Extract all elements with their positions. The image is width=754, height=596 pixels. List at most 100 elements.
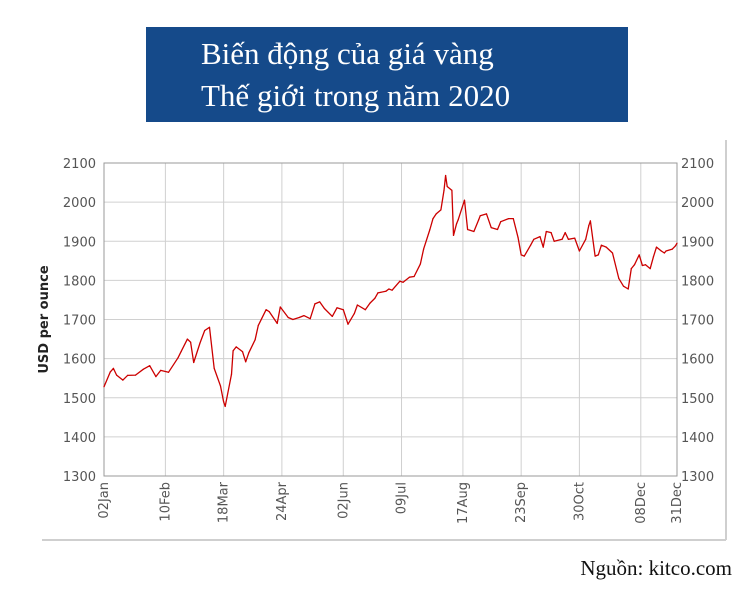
chart-title-line-2: Thế giới trong năm 2020 xyxy=(201,78,511,113)
gold-price-point xyxy=(508,218,510,220)
gold-price-point xyxy=(413,275,415,278)
gold-price-point xyxy=(638,254,640,256)
gold-price-point xyxy=(167,371,170,373)
y-tick-label-right: 1900 xyxy=(681,235,714,250)
gold-price-point xyxy=(122,379,124,381)
gold-price-point xyxy=(265,309,267,311)
x-tick-label: 08Dec xyxy=(634,482,649,524)
gold-price-point xyxy=(435,213,437,215)
gold-price-point xyxy=(219,385,222,387)
gold-price-point xyxy=(496,228,499,231)
gold-price-point xyxy=(142,368,144,370)
gold-price-point xyxy=(605,246,607,248)
gold-price-point xyxy=(342,309,344,311)
gold-price-point xyxy=(618,277,620,279)
x-tick-label: 31Dec xyxy=(670,482,685,524)
gold-price-point xyxy=(463,199,466,201)
gold-price-point xyxy=(561,238,563,240)
gold-price-point xyxy=(213,367,215,369)
gold-price-point xyxy=(589,220,592,222)
gold-price-point xyxy=(652,256,655,258)
x-tick-label: 30Oct xyxy=(572,482,587,521)
y-tick-label-right: 2000 xyxy=(681,196,714,211)
gold-price-point xyxy=(287,316,289,319)
y-tick-label-right: 1300 xyxy=(681,470,714,485)
gold-price-point xyxy=(408,276,410,278)
y-tick-label-right: 1700 xyxy=(681,314,714,329)
gold-price-point xyxy=(533,238,535,240)
gold-price-point xyxy=(456,223,458,225)
gold-price-point xyxy=(665,250,667,252)
gold-price-point xyxy=(671,248,673,250)
gold-price-point xyxy=(314,303,316,305)
gold-price-point xyxy=(663,252,666,254)
chart-title-line-1: Biến động của giá vàng xyxy=(201,36,494,71)
gold-price-point xyxy=(323,307,325,310)
gold-price-point xyxy=(331,315,333,317)
gold-price-point xyxy=(520,254,522,256)
y-tick-label-left: 1500 xyxy=(63,392,96,407)
gold-price-point xyxy=(177,357,179,359)
gold-price-point xyxy=(369,302,371,304)
gold-price-point xyxy=(245,361,247,363)
gold-price-point xyxy=(319,301,321,303)
gold-price-point xyxy=(419,263,421,265)
gold-price-point xyxy=(467,228,469,231)
gold-price-point xyxy=(248,352,250,354)
gold-price-point xyxy=(235,346,237,348)
gold-price-point xyxy=(674,245,677,247)
gold-price-point xyxy=(597,254,599,256)
gold-price-point xyxy=(588,225,590,227)
gold-price-point xyxy=(512,218,514,220)
gold-price-point xyxy=(385,290,387,292)
gold-price-point xyxy=(257,324,259,326)
gold-price-point xyxy=(627,288,629,290)
x-tick-label: 09Jul xyxy=(395,482,410,514)
x-tick-label: 24Apr xyxy=(275,481,290,521)
gold-price-point xyxy=(149,365,151,367)
gold-price-point xyxy=(232,350,234,352)
y-axis-label: USD per ounce xyxy=(37,265,52,373)
x-tick-label: 02Jan xyxy=(97,482,112,519)
gold-price-point xyxy=(356,304,358,306)
y-tick-label-right: 1500 xyxy=(681,392,714,407)
gold-price-point xyxy=(298,316,300,319)
gold-price-point xyxy=(303,315,305,317)
source-credit: Nguồn: kitco.com xyxy=(580,556,732,580)
gold-price-point xyxy=(374,297,376,299)
gold-price-chart: 1300 1300 1400 1400 1500 1500 1600 1600 1700 1700… xyxy=(0,130,754,550)
gold-price-point xyxy=(539,236,541,238)
gold-price-point xyxy=(423,248,425,250)
y-tick-label-left: 1600 xyxy=(63,353,96,368)
gold-price-point xyxy=(574,237,576,239)
gold-price-point xyxy=(479,215,481,217)
gold-price-point xyxy=(230,373,233,375)
gold-price-point xyxy=(109,371,111,373)
y-tick-label-left: 1800 xyxy=(63,274,96,289)
gold-price-point xyxy=(336,307,338,309)
gold-price-point xyxy=(223,401,225,403)
y-tick-label-right: 2100 xyxy=(681,157,714,172)
x-tick-label: 17Aug xyxy=(456,482,471,524)
gold-price-point xyxy=(429,228,431,231)
gold-price-point xyxy=(530,244,532,246)
gold-price-point xyxy=(478,219,480,221)
gold-price-point xyxy=(630,268,632,270)
gold-price-point xyxy=(440,209,442,211)
gold-price-point xyxy=(445,174,447,177)
y-tick-label-left: 1900 xyxy=(63,235,96,250)
gold-price-point xyxy=(388,288,390,290)
y-tick-label-right: 1800 xyxy=(681,274,714,289)
x-tick-label: 10Feb xyxy=(158,482,173,522)
gold-price-point xyxy=(204,329,206,332)
gold-price-point xyxy=(309,318,311,320)
gold-price-point xyxy=(180,351,182,353)
gold-price-point xyxy=(523,255,525,257)
chart-svg: 1300 1300 1400 1400 1500 1500 1600 1600 1700 1700… xyxy=(37,140,727,541)
gold-price-point xyxy=(399,280,401,282)
gold-price-point xyxy=(553,240,555,242)
gold-price-point xyxy=(292,318,294,321)
gold-price-point xyxy=(276,322,278,324)
gold-price-point xyxy=(644,264,647,266)
gold-price-point xyxy=(550,232,552,234)
